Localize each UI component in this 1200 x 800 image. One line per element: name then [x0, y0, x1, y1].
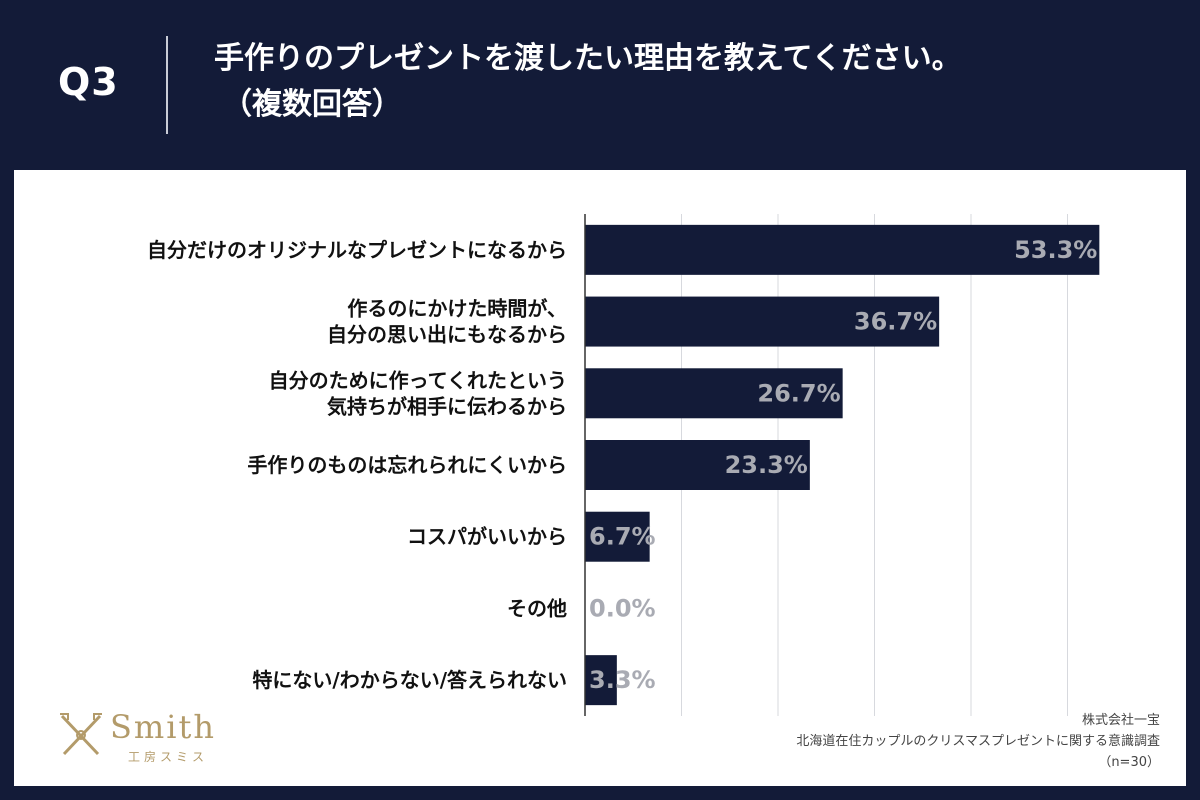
- category-label: 自分の思い出にもなるから: [327, 323, 567, 347]
- bar: [585, 655, 617, 706]
- value-label: 23.3%: [725, 451, 808, 479]
- value-label: 36.7%: [854, 308, 937, 336]
- question-title-line2: （複数回答）: [222, 87, 402, 122]
- logo-subtitle: 工房スミス: [128, 750, 209, 764]
- question-title: 手作りのプレゼントを渡したい理由を教えてください。 （複数回答）: [214, 36, 962, 128]
- value-label: 0.0%: [589, 594, 656, 622]
- value-label: 26.7%: [757, 379, 840, 407]
- brand-logo: Smith 工房スミス: [54, 706, 254, 770]
- value-label: 6.7%: [589, 523, 656, 551]
- category-label: 手作りのものは忘れられにくいから: [247, 453, 567, 477]
- bar: [585, 296, 940, 347]
- question-number: Q3: [58, 60, 119, 104]
- source-company: 株式会社一宝: [1081, 713, 1160, 728]
- question-title-line1: 手作りのプレゼントを渡したい理由を教えてください。: [214, 41, 962, 76]
- category-label: 作るのにかけた時間が、: [347, 297, 567, 321]
- category-label: 自分だけのオリジナルなプレゼントになるから: [147, 238, 567, 262]
- value-label: 3.3%: [589, 666, 656, 694]
- bar-chart: 53.3% 自分だけのオリジナルなプレゼントになるから 36.7% 作るのにかけた時間…: [147, 214, 1100, 716]
- category-label: 自分のために作ってくれたという: [269, 368, 567, 392]
- category-label: コスパがいいから: [407, 525, 567, 549]
- source-sample: （n=30）: [1098, 755, 1160, 770]
- source-note: 株式会社一宝 北海道在住カップルのクリスマスプレゼントに関する意識調査 （n=3…: [796, 710, 1160, 773]
- bar: [585, 511, 650, 562]
- crossed-tools-icon: [60, 713, 102, 756]
- header-divider: [166, 36, 168, 134]
- bar: [585, 440, 810, 490]
- bar: [585, 224, 1100, 275]
- bar: [585, 368, 843, 419]
- value-label: 53.3%: [1014, 236, 1097, 264]
- category-label: その他: [507, 596, 567, 620]
- logo-wordmark: Smith: [110, 708, 216, 746]
- category-label: 特にない/わからない/答えられない: [252, 668, 567, 692]
- category-label: 気持ちが相手に伝わるから: [327, 394, 567, 418]
- source-survey: 北海道在住カップルのクリスマスプレゼントに関する意識調査: [796, 734, 1160, 749]
- chart-panel: 53.3% 自分だけのオリジナルなプレゼントになるから 36.7% 作るのにかけた時間…: [14, 170, 1186, 786]
